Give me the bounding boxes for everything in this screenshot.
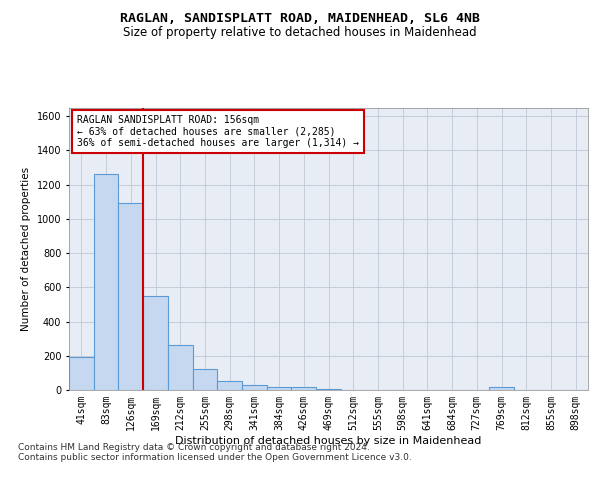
Bar	[217, 380, 242, 390]
Bar	[242, 385, 267, 390]
Bar	[69, 358, 94, 390]
Text: RAGLAN SANDISPLATT ROAD: 156sqm
← 63% of detached houses are smaller (2,285)
36%: RAGLAN SANDISPLATT ROAD: 156sqm ← 63% of…	[77, 114, 359, 148]
Y-axis label: Number of detached properties: Number of detached properties	[21, 166, 31, 331]
Bar	[168, 346, 193, 390]
Text: RAGLAN, SANDISPLATT ROAD, MAIDENHEAD, SL6 4NB: RAGLAN, SANDISPLATT ROAD, MAIDENHEAD, SL…	[120, 12, 480, 26]
Bar	[316, 389, 341, 390]
Text: Contains HM Land Registry data © Crown copyright and database right 2024.
Contai: Contains HM Land Registry data © Crown c…	[18, 442, 412, 462]
Text: Size of property relative to detached houses in Maidenhead: Size of property relative to detached ho…	[123, 26, 477, 39]
Bar	[489, 386, 514, 390]
Bar	[193, 370, 217, 390]
Bar	[143, 296, 168, 390]
Bar	[267, 386, 292, 390]
Bar	[118, 204, 143, 390]
X-axis label: Distribution of detached houses by size in Maidenhead: Distribution of detached houses by size …	[175, 436, 482, 446]
Bar	[94, 174, 118, 390]
Bar	[292, 388, 316, 390]
